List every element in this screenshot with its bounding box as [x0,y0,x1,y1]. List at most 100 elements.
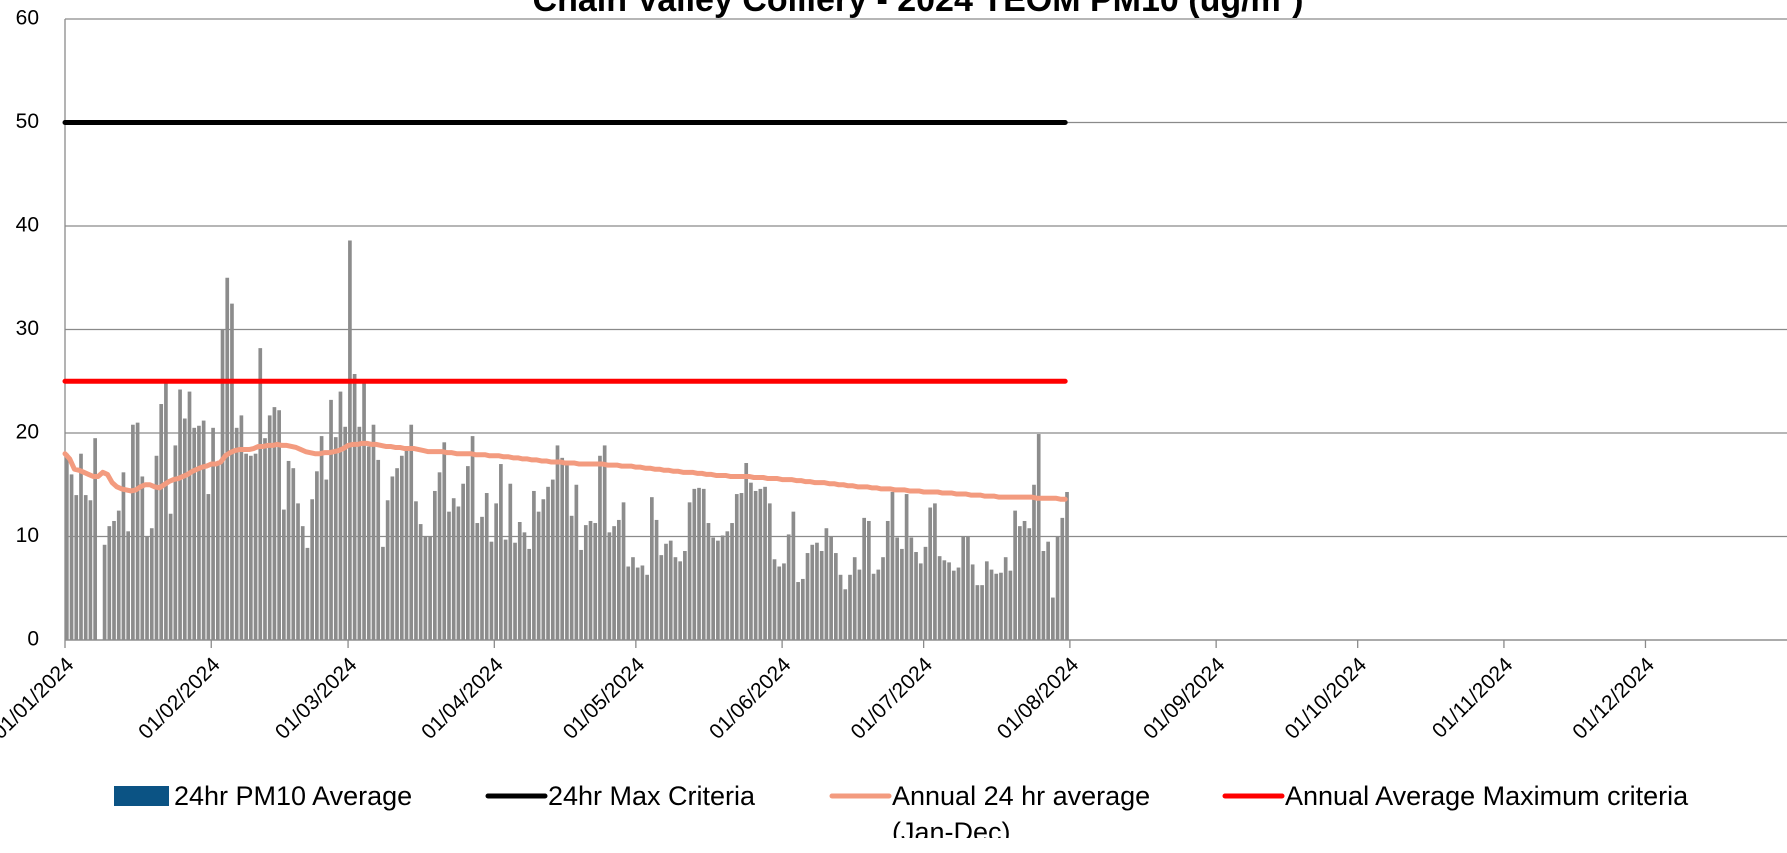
bar [338,391,343,640]
bar [701,488,706,640]
bar [414,501,418,640]
bar [843,589,848,640]
bar [69,474,74,640]
bar [357,426,362,640]
bar [272,407,277,640]
bar [1027,528,1032,640]
bar [428,536,432,640]
bar [673,557,678,640]
chart-title: Chain Valley Colliery - 2024 TEOM PM10 (… [533,0,1304,19]
bar [154,455,159,640]
bar [206,494,211,640]
bar [857,569,862,640]
bar [201,420,206,640]
bar [1022,520,1027,640]
bar [230,303,234,640]
bar [668,540,673,640]
bar [381,546,385,640]
bar [442,442,447,640]
bar [923,546,928,640]
bar [168,513,173,640]
bar [484,493,489,640]
y-tick-label: 30 [16,317,39,340]
bar [645,574,649,640]
bar [951,570,956,640]
x-tick-label: 01/07/2024 [847,653,938,744]
bar [852,557,857,640]
bar [371,424,376,640]
bar [574,484,579,640]
bar [404,448,409,640]
bar [197,425,201,640]
bar [192,427,197,640]
bar [135,422,140,640]
bar [220,329,225,640]
bar [83,495,88,640]
bar [527,548,532,640]
bar [569,515,574,640]
bar [895,537,900,640]
x-tick-label: 01/01/2024 [0,653,79,744]
bar [93,438,97,640]
x-tick-label: 01/09/2024 [1139,653,1230,744]
bar [399,455,404,640]
bar [74,495,79,640]
bar [1008,570,1013,640]
bar [583,525,588,640]
bar [239,415,244,640]
legend-label: 24hr Max Criteria [548,781,756,811]
bar [654,519,659,640]
bar [291,468,296,640]
bar [616,519,621,640]
bar [315,471,319,640]
bar [810,544,815,640]
bar [758,488,763,640]
bar [329,399,333,640]
bar [984,561,989,640]
bar [376,459,381,640]
bar [829,536,833,640]
x-tick-label: 01/11/2024 [1428,653,1518,743]
bar [234,427,239,640]
bar [942,560,947,640]
bar [588,520,593,640]
bar [395,468,399,640]
bar [692,488,697,640]
bar [805,553,810,640]
legend-item: 24hr PM10 Average [174,781,413,811]
bar [319,436,324,640]
bar [730,523,734,640]
bar [258,348,263,640]
bar [1032,484,1036,640]
x-tick-label: 01/06/2024 [705,653,796,744]
bar [881,557,885,640]
bar [683,550,687,640]
bar [706,523,711,640]
bar [626,566,631,640]
bar [532,490,536,640]
legend-label: Annual Average Maximum criteria [1285,781,1689,811]
bar [475,523,480,640]
bar [796,582,800,640]
bar [975,585,980,640]
bar [1046,541,1050,640]
bar [362,381,366,640]
y-tick-label: 60 [16,7,39,30]
bar [763,486,767,640]
bar [352,374,357,640]
legend-item: 24hr Max Criteria [548,781,756,811]
bar [437,472,442,640]
bar [178,389,182,640]
bar [687,502,692,640]
legend-label: 24hr PM10 Average [174,781,413,811]
bar [739,493,744,640]
bar [819,550,824,640]
bar [800,578,805,640]
bar [466,466,470,640]
bar [503,539,508,640]
bar [102,544,107,640]
bar [267,415,272,640]
bar [390,476,395,640]
bar [824,528,829,640]
bar [659,555,664,640]
